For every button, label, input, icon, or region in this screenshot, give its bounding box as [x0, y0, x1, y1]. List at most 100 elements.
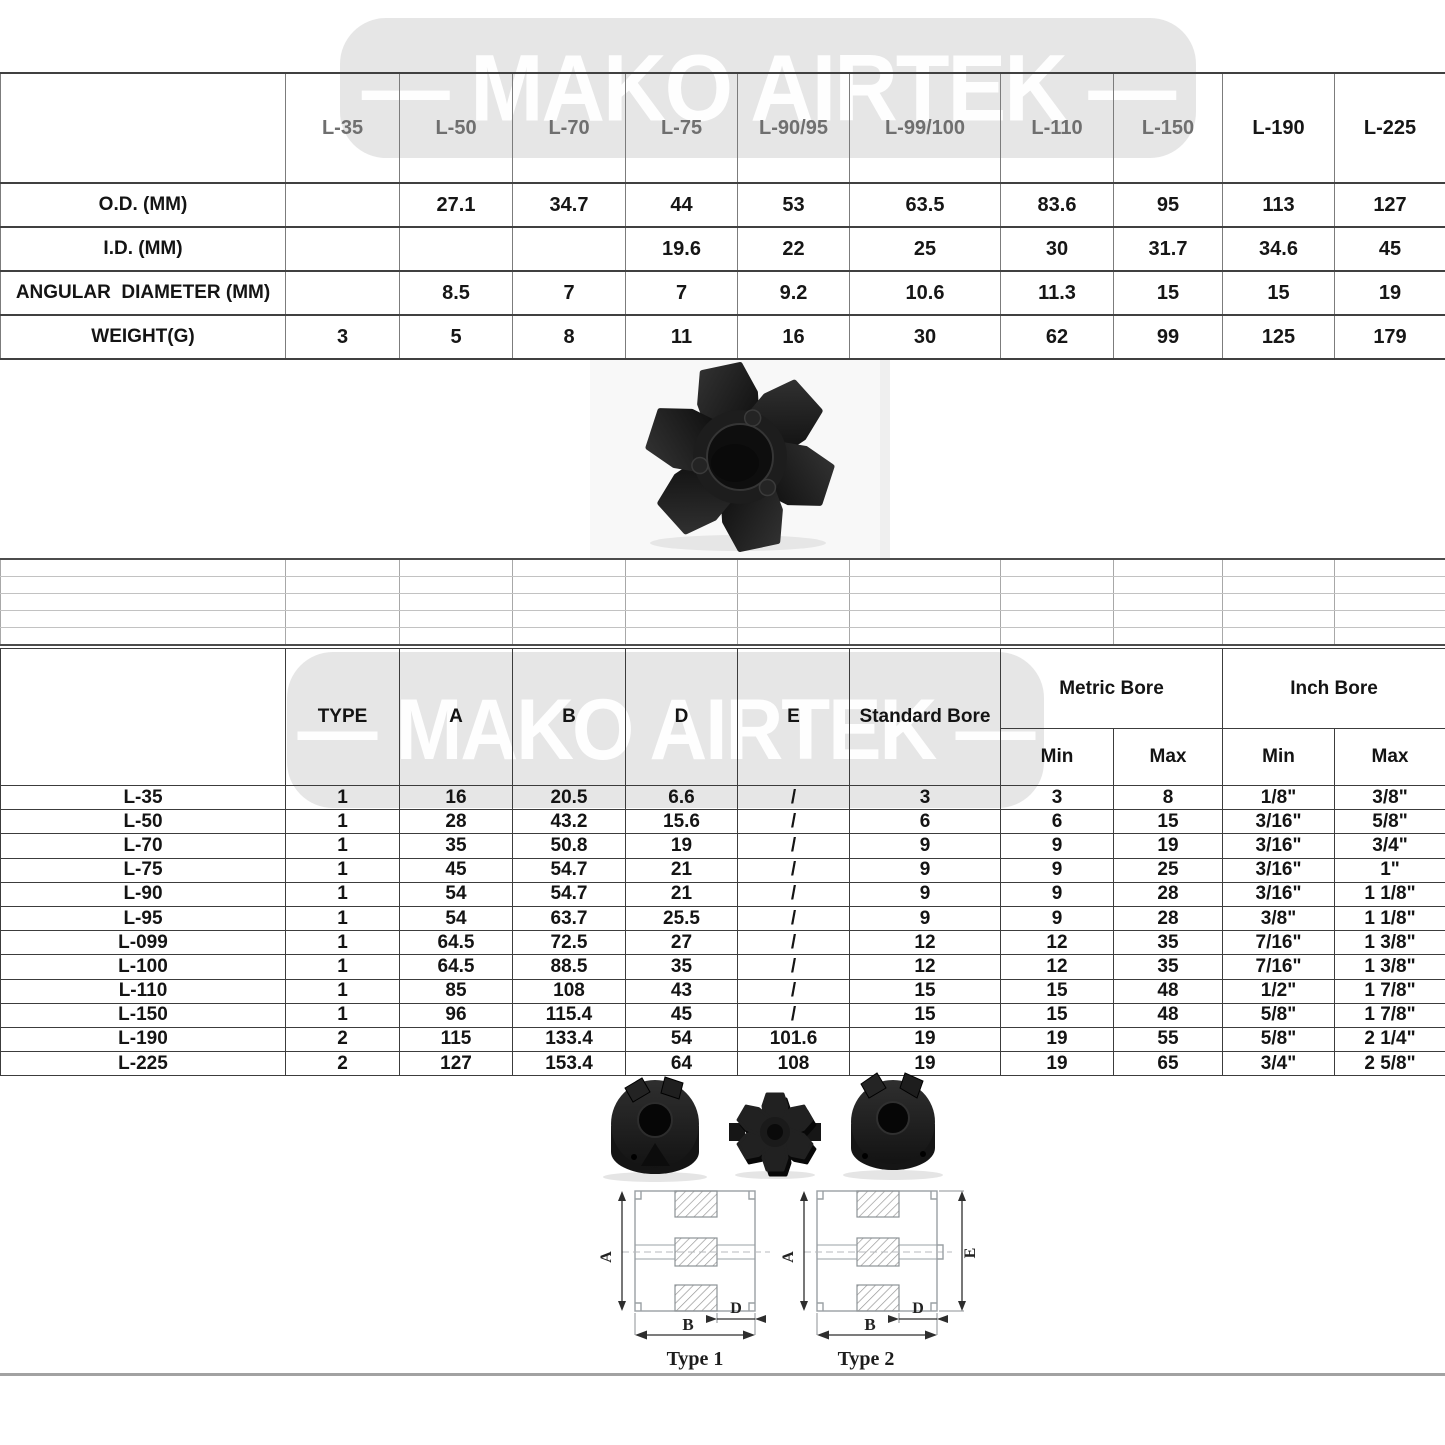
table2-cell: 54.7	[512, 857, 626, 883]
table1-column-header: L-150	[1113, 72, 1223, 184]
table2-cell: 1/8"	[1222, 784, 1335, 811]
empty-cell	[1113, 592, 1223, 612]
svg-text:A: A	[782, 1251, 797, 1263]
empty-cell	[849, 627, 1001, 646]
empty-cell	[399, 592, 513, 612]
table1-cell: 83.6	[1000, 182, 1114, 228]
table2-header-metric-max: Max	[1113, 728, 1223, 786]
table2-cell: 12	[1000, 954, 1114, 980]
table1-cell: 3	[285, 314, 400, 360]
table2-cell: 1	[285, 881, 400, 907]
empty-cell	[1000, 575, 1114, 594]
empty-cell	[285, 627, 400, 646]
table2-header-standard-bore: Standard Bore	[849, 648, 1001, 786]
empty-cell	[512, 627, 626, 646]
table2-cell: 35	[1113, 930, 1223, 956]
table2-cell: 88.5	[512, 954, 626, 980]
table2-row-label: L-099	[0, 930, 286, 956]
empty-cell	[1000, 592, 1114, 612]
table2-cell: 15	[849, 978, 1001, 1004]
empty-cell	[1222, 592, 1335, 612]
table2-cell: 3/4"	[1334, 833, 1445, 859]
table2-cell: 12	[849, 930, 1001, 956]
table2-cell: 3	[1000, 784, 1114, 811]
empty-cell	[1000, 610, 1114, 629]
table2-cell: /	[737, 930, 850, 956]
empty-cell	[1113, 627, 1223, 646]
empty-cell	[512, 610, 626, 629]
table2-cell: 15	[849, 1002, 1001, 1028]
center-spider	[729, 1092, 821, 1177]
table2-cell: /	[737, 881, 850, 907]
table2-cell: 43	[625, 978, 738, 1004]
bottom-divider	[0, 1373, 1445, 1376]
table1-cell: 95	[1113, 182, 1223, 228]
table2-header-inch-max: Max	[1334, 728, 1445, 786]
table2-header-metric-min: Min	[1000, 728, 1114, 786]
table1-cell: 8.5	[399, 270, 513, 316]
empty-cell	[512, 575, 626, 594]
empty-cell	[625, 558, 738, 577]
table1-cell: 11.3	[1000, 270, 1114, 316]
table2-row-label: L-190	[0, 1026, 286, 1053]
table2-cell: 19	[1113, 833, 1223, 859]
empty-cell	[1334, 575, 1445, 594]
spider-insert-photo	[590, 360, 890, 558]
table2-cell: 3/16"	[1222, 833, 1335, 859]
table1-cell: 9.2	[737, 270, 850, 316]
table1-cell: 113	[1222, 182, 1335, 228]
table2-cell: 5/8"	[1222, 1002, 1335, 1028]
empty-cell	[1000, 627, 1114, 646]
table2-cell: 1	[285, 930, 400, 956]
table2-row-label: L-225	[0, 1051, 286, 1077]
table2-cell: 21	[625, 857, 738, 883]
table1-corner	[0, 72, 286, 184]
table2-cell: 28	[399, 809, 513, 835]
table1-cell: 30	[849, 314, 1001, 360]
empty-cell	[1334, 558, 1445, 577]
table2-cell: 19	[849, 1051, 1001, 1077]
type2-caption: Type 2	[837, 1348, 895, 1370]
table2-cell: 7/16"	[1222, 930, 1335, 956]
empty-cell	[285, 592, 400, 612]
table2-cell: 133.4	[512, 1026, 626, 1053]
empty-cell	[625, 610, 738, 629]
svg-text:A: A	[600, 1251, 615, 1263]
spider-insert	[645, 362, 835, 552]
empty-cell	[285, 575, 400, 594]
table2-header-type: TYPE	[285, 648, 400, 786]
table2-cell: 1	[285, 784, 400, 811]
table1-row-label: O.D. (MM)	[0, 182, 286, 228]
table2-header-inch-bore: Inch Bore	[1222, 648, 1445, 729]
table1-cell: 125	[1222, 314, 1335, 360]
table2-cell: 1	[285, 954, 400, 980]
empty-cell	[1222, 558, 1335, 577]
empty-cell	[849, 592, 1001, 612]
table2-cell: 3/8"	[1222, 905, 1335, 932]
table1-column-header: L-99/100	[849, 72, 1001, 184]
table2-cell: 5/8"	[1334, 809, 1445, 835]
table2-cell: 2	[285, 1026, 400, 1053]
empty-cell	[512, 558, 626, 577]
table2-cell: /	[737, 833, 850, 859]
table2-cell: 21	[625, 881, 738, 907]
empty-cell	[1334, 592, 1445, 612]
table2-cell: /	[737, 905, 850, 932]
table1-cell: 8	[512, 314, 626, 360]
table2-cell: 9	[1000, 881, 1114, 907]
table2-cell: 19	[625, 833, 738, 859]
table2-cell: /	[737, 1002, 850, 1028]
table1-cell: 31.7	[1113, 226, 1223, 272]
empty-cell	[1222, 610, 1335, 629]
empty-cell	[737, 592, 850, 612]
table2-row-label: L-110	[0, 978, 286, 1004]
table2-cell: 1/2"	[1222, 978, 1335, 1004]
table1-cell: 34.6	[1222, 226, 1335, 272]
table2-cell: 16	[399, 784, 513, 811]
table2-cell: 65	[1113, 1051, 1223, 1077]
table2-cell: 9	[849, 833, 1001, 859]
empty-cell	[737, 575, 850, 594]
table2-cell: 43.2	[512, 809, 626, 835]
empty-cell	[1334, 627, 1445, 646]
